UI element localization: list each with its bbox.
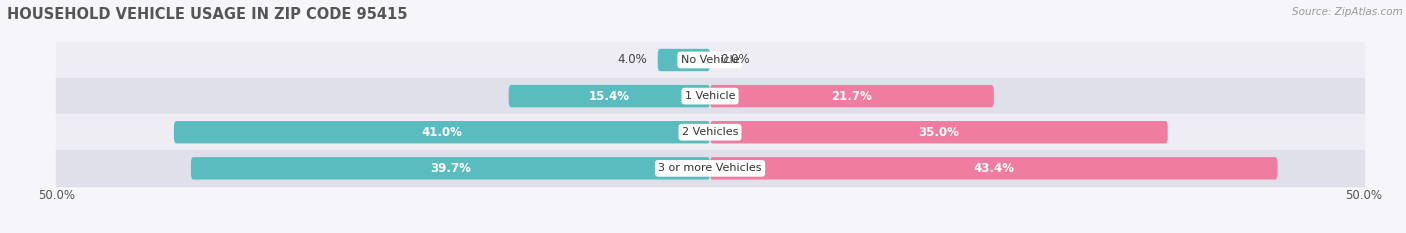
FancyBboxPatch shape: [658, 49, 710, 71]
Text: 35.0%: 35.0%: [918, 126, 959, 139]
FancyBboxPatch shape: [174, 121, 710, 144]
Bar: [56, 150, 1364, 186]
Text: 0.0%: 0.0%: [720, 54, 751, 66]
Text: 1 Vehicle: 1 Vehicle: [685, 91, 735, 101]
Text: No Vehicle: No Vehicle: [681, 55, 740, 65]
Text: 3 or more Vehicles: 3 or more Vehicles: [658, 163, 762, 173]
Text: 15.4%: 15.4%: [589, 90, 630, 103]
Text: 4.0%: 4.0%: [617, 54, 647, 66]
FancyBboxPatch shape: [191, 157, 710, 180]
FancyBboxPatch shape: [710, 85, 994, 107]
FancyBboxPatch shape: [710, 121, 1167, 144]
Text: 2 Vehicles: 2 Vehicles: [682, 127, 738, 137]
Bar: [56, 114, 1364, 150]
Text: 39.7%: 39.7%: [430, 162, 471, 175]
Text: Source: ZipAtlas.com: Source: ZipAtlas.com: [1292, 7, 1403, 17]
Bar: [56, 78, 1364, 114]
Text: 43.4%: 43.4%: [973, 162, 1014, 175]
FancyBboxPatch shape: [710, 157, 1278, 180]
Text: 21.7%: 21.7%: [831, 90, 872, 103]
Bar: [56, 42, 1364, 78]
Text: HOUSEHOLD VEHICLE USAGE IN ZIP CODE 95415: HOUSEHOLD VEHICLE USAGE IN ZIP CODE 9541…: [7, 7, 408, 22]
Text: 41.0%: 41.0%: [422, 126, 463, 139]
FancyBboxPatch shape: [509, 85, 710, 107]
